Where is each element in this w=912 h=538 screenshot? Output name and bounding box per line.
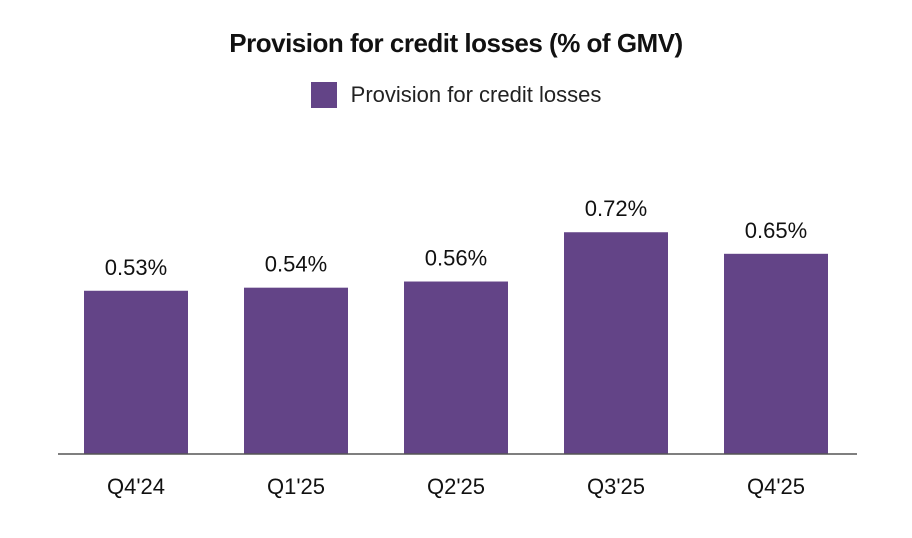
x-tick-label: Q3'25 (587, 474, 645, 499)
x-tick-label: Q1'25 (267, 474, 325, 499)
data-label: 0.56% (425, 246, 487, 271)
labels-group: 0.53% Q4'24 0.54% Q1'25 0.56% Q2'25 0.72% Q3'25… (105, 196, 807, 499)
data-label: 0.54% (265, 252, 327, 277)
bar-q4-24 (84, 290, 188, 454)
bar-q4-25 (724, 253, 828, 454)
x-tick-label: Q2'25 (427, 474, 485, 499)
data-label: 0.53% (105, 255, 167, 280)
bar-q3-25 (564, 232, 668, 454)
bar-q2-25 (404, 281, 508, 454)
data-label: 0.72% (585, 196, 647, 221)
data-label: 0.65% (745, 218, 807, 243)
legend-swatch (310, 82, 337, 108)
x-tick-label: Q4'24 (107, 474, 165, 499)
legend-label: Provision for credit losses (350, 82, 602, 107)
legend: Provision for credit losses (0, 82, 912, 108)
x-tick-label: Q4'25 (747, 474, 805, 499)
chart-title: Provision for credit losses (% of GMV) (229, 28, 683, 58)
bar-q1-25 (244, 287, 348, 454)
bars-group (84, 232, 828, 454)
